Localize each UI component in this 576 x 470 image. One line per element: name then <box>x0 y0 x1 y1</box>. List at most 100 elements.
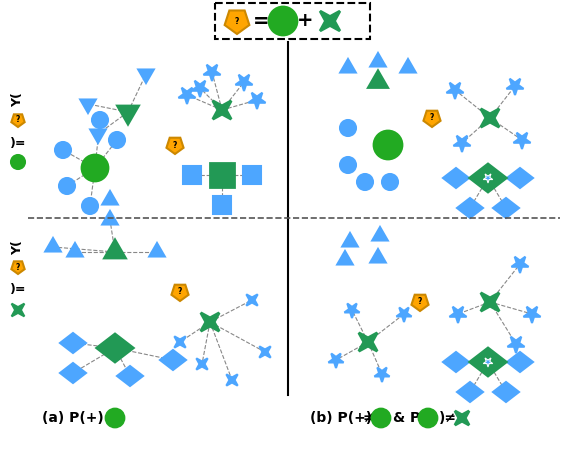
Polygon shape <box>160 350 186 370</box>
Polygon shape <box>374 368 389 382</box>
Polygon shape <box>259 346 271 358</box>
Text: ?: ? <box>235 16 239 25</box>
Text: ?: ? <box>430 113 434 123</box>
Polygon shape <box>507 337 525 353</box>
Circle shape <box>340 120 356 136</box>
Text: Y(: Y( <box>12 241 25 255</box>
Polygon shape <box>90 130 106 143</box>
Polygon shape <box>342 233 358 246</box>
Polygon shape <box>60 333 86 353</box>
Polygon shape <box>443 168 469 188</box>
Polygon shape <box>225 10 249 34</box>
Polygon shape <box>12 261 25 274</box>
Polygon shape <box>248 93 266 109</box>
Polygon shape <box>203 65 221 81</box>
Polygon shape <box>483 358 492 367</box>
Text: ≠: ≠ <box>363 411 374 425</box>
Polygon shape <box>226 374 238 386</box>
Text: ?: ? <box>173 141 177 149</box>
Circle shape <box>11 155 25 169</box>
Polygon shape <box>45 238 61 251</box>
Circle shape <box>419 409 437 427</box>
Polygon shape <box>370 53 386 66</box>
Bar <box>183 166 201 184</box>
Polygon shape <box>457 198 483 218</box>
Text: =: = <box>253 11 269 31</box>
Polygon shape <box>196 358 208 370</box>
Circle shape <box>82 155 108 181</box>
Bar <box>215 3 370 39</box>
Polygon shape <box>455 411 469 425</box>
Polygon shape <box>483 174 492 183</box>
Circle shape <box>109 132 125 148</box>
Polygon shape <box>481 109 499 127</box>
Circle shape <box>82 198 98 214</box>
Polygon shape <box>370 249 386 263</box>
Circle shape <box>92 112 108 128</box>
Polygon shape <box>175 337 185 348</box>
Polygon shape <box>60 363 86 383</box>
Circle shape <box>106 409 124 427</box>
Bar <box>210 163 234 187</box>
Polygon shape <box>12 114 25 127</box>
Polygon shape <box>344 304 359 318</box>
Text: Y(: Y( <box>12 93 25 108</box>
Polygon shape <box>191 81 209 97</box>
Polygon shape <box>201 313 219 331</box>
Polygon shape <box>118 106 138 124</box>
Text: ?: ? <box>16 116 20 125</box>
Polygon shape <box>166 138 184 154</box>
Polygon shape <box>247 294 257 306</box>
Polygon shape <box>328 353 344 368</box>
Polygon shape <box>423 111 441 127</box>
Text: +: + <box>297 11 313 31</box>
Polygon shape <box>443 352 469 372</box>
Polygon shape <box>67 243 83 257</box>
Polygon shape <box>493 198 519 218</box>
Polygon shape <box>470 164 506 192</box>
Bar <box>213 196 231 214</box>
Polygon shape <box>80 100 96 113</box>
Polygon shape <box>105 240 126 258</box>
Polygon shape <box>400 59 416 72</box>
Circle shape <box>374 131 402 159</box>
Polygon shape <box>506 78 524 95</box>
Text: )≠: )≠ <box>439 411 457 425</box>
Polygon shape <box>213 101 231 119</box>
Polygon shape <box>102 211 118 225</box>
Polygon shape <box>369 71 388 87</box>
Bar <box>243 166 261 184</box>
Polygon shape <box>513 133 530 149</box>
Text: ?: ? <box>418 298 422 306</box>
Polygon shape <box>507 168 533 188</box>
Polygon shape <box>236 75 252 91</box>
Circle shape <box>372 409 390 427</box>
Polygon shape <box>396 307 412 322</box>
Circle shape <box>269 7 297 35</box>
Polygon shape <box>493 382 519 402</box>
Circle shape <box>357 174 373 190</box>
Polygon shape <box>507 352 533 372</box>
Text: )=: )= <box>10 283 26 297</box>
Polygon shape <box>446 83 464 99</box>
Polygon shape <box>511 257 529 273</box>
Polygon shape <box>102 191 118 204</box>
Circle shape <box>340 157 356 173</box>
Polygon shape <box>453 136 471 152</box>
Polygon shape <box>372 227 388 241</box>
Polygon shape <box>138 70 154 83</box>
Circle shape <box>55 142 71 158</box>
Text: (b) P(+): (b) P(+) <box>310 411 372 425</box>
Polygon shape <box>470 348 506 376</box>
Polygon shape <box>411 295 429 311</box>
Polygon shape <box>172 285 188 301</box>
Text: )=: )= <box>10 136 26 149</box>
Polygon shape <box>449 307 467 323</box>
Polygon shape <box>320 11 340 31</box>
Circle shape <box>382 174 398 190</box>
Text: & P(: & P( <box>393 411 427 425</box>
Polygon shape <box>481 293 499 311</box>
Polygon shape <box>97 334 133 362</box>
Circle shape <box>59 178 75 194</box>
Polygon shape <box>359 333 377 351</box>
